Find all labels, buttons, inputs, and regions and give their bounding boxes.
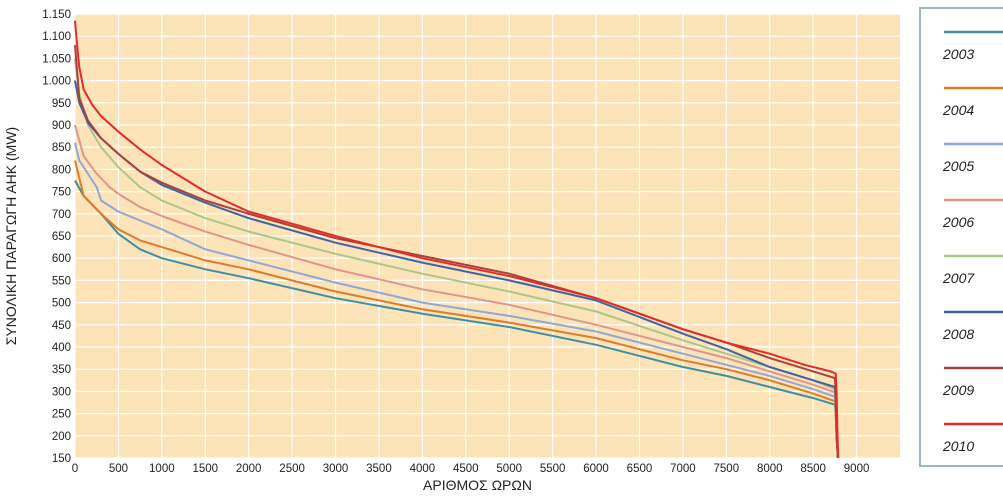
- series-lines: [74, 20, 840, 459]
- legend-label-2007: 2007: [942, 270, 975, 286]
- y-tick-label: 850: [52, 142, 71, 154]
- y-tick-label: 1.150: [42, 9, 71, 21]
- x-tick-label: 8500: [800, 463, 826, 475]
- x-tick-label: 500: [109, 463, 128, 475]
- x-tick-label: 1000: [149, 463, 175, 475]
- x-axis-title: ΑΡΙΘΜΟΣ ΩΡΩΝ: [423, 477, 532, 493]
- x-tick-labels: 0 500 1000 1500 2000 2500 3000 3500 4000 4500 5000…: [72, 463, 870, 475]
- x-tick-label: 6500: [627, 463, 653, 475]
- x-tick-label: 2500: [279, 463, 305, 475]
- y-tick-label: 500: [52, 298, 71, 310]
- series-line-2006: [74, 124, 839, 459]
- y-tick-label: 450: [52, 320, 71, 332]
- y-tick-label: 400: [52, 342, 71, 354]
- x-tick-label: 5500: [540, 463, 566, 475]
- y-axis-title: ΣΥΝΟΛΙΚΗ ΠΑΡΑΓΩΓΗ ΑΗΚ (MW): [3, 127, 19, 345]
- x-tick-label: 7000: [670, 463, 696, 475]
- y-tick-label: 1.050: [42, 53, 71, 65]
- series-line-2003: [74, 180, 839, 459]
- x-tick-label: 0: [72, 463, 78, 475]
- legend-label-2006: 2006: [942, 214, 974, 230]
- y-tick-label: 250: [52, 409, 71, 421]
- y-tick-label: 700: [52, 209, 71, 221]
- grid: [74, 13, 900, 459]
- legend-label-2005: 2005: [942, 158, 974, 174]
- y-tick-label: 300: [52, 386, 71, 398]
- y-tick-label: 1.000: [42, 76, 71, 88]
- y-tick-label: 650: [52, 231, 71, 243]
- x-tick-label: 8000: [757, 463, 783, 475]
- y-tick-label: 950: [52, 98, 71, 110]
- y-tick-label: 600: [52, 253, 71, 265]
- y-tick-labels: 150 200 250 300 350 400 450 500 550 600 650 700 750 8…: [42, 9, 71, 465]
- series-line-2009: [74, 45, 839, 459]
- legend-box: [919, 7, 1003, 467]
- x-tick-label: 4500: [453, 463, 479, 475]
- y-tick-label: 200: [52, 431, 71, 443]
- y-tick-label: 1.100: [42, 31, 71, 43]
- y-tick-label: 150: [52, 453, 71, 465]
- x-tick-label: 7500: [714, 463, 740, 475]
- series-line-2005: [74, 142, 839, 459]
- legend-label-2010: 2010: [942, 438, 974, 454]
- y-tick-label: 900: [52, 120, 71, 132]
- x-tick-label: 1500: [192, 463, 218, 475]
- legend-label-2003: 2003: [942, 46, 974, 62]
- x-tick-label: 3000: [323, 463, 349, 475]
- x-tick-label: 6000: [583, 463, 609, 475]
- y-tick-label: 550: [52, 275, 71, 287]
- y-tick-label: 800: [52, 164, 71, 176]
- x-tick-label: 2000: [236, 463, 262, 475]
- x-tick-label: 9000: [844, 463, 870, 475]
- series-line-2010: [74, 20, 840, 459]
- series-line-2004: [74, 160, 839, 459]
- x-tick-label: 4000: [410, 463, 436, 475]
- legend-label-2009: 2009: [942, 382, 974, 398]
- legend-label-2008: 2008: [942, 326, 974, 342]
- y-tick-label: 350: [52, 364, 71, 376]
- series-line-2007: [74, 58, 839, 459]
- x-tick-label: 3500: [366, 463, 392, 475]
- legend: 2003 2004 2005 2006 2007 2008 2009 2010: [919, 7, 1003, 467]
- legend-label-2004: 2004: [942, 102, 974, 118]
- y-tick-label: 750: [52, 187, 71, 199]
- x-tick-label: 5000: [496, 463, 522, 475]
